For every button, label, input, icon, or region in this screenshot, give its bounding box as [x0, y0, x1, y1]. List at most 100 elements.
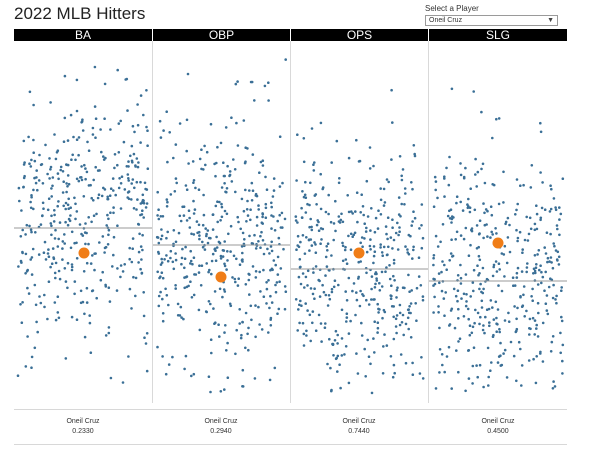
- player-dot[interactable]: [518, 230, 522, 234]
- player-dot[interactable]: [253, 99, 256, 102]
- player-dot[interactable]: [486, 346, 490, 350]
- player-dot[interactable]: [192, 199, 195, 203]
- player-dot[interactable]: [369, 362, 372, 366]
- player-dot[interactable]: [545, 294, 549, 297]
- player-dot[interactable]: [392, 258, 396, 262]
- player-dot[interactable]: [512, 354, 516, 358]
- player-dot[interactable]: [403, 203, 406, 206]
- player-dot[interactable]: [372, 254, 376, 258]
- player-dot[interactable]: [62, 140, 66, 143]
- player-dot[interactable]: [395, 288, 399, 292]
- player-dot[interactable]: [58, 277, 62, 281]
- player-dot[interactable]: [526, 239, 530, 242]
- player-dot[interactable]: [66, 174, 70, 177]
- player-dot[interactable]: [402, 333, 405, 337]
- player-dot[interactable]: [546, 260, 549, 264]
- player-dot[interactable]: [357, 260, 360, 264]
- player-dot[interactable]: [129, 154, 132, 158]
- player-dot[interactable]: [363, 222, 366, 225]
- player-dot[interactable]: [382, 345, 385, 348]
- player-dot[interactable]: [483, 223, 487, 227]
- player-dot[interactable]: [558, 233, 561, 237]
- player-dot[interactable]: [465, 300, 468, 303]
- player-dot[interactable]: [141, 248, 144, 252]
- player-dot[interactable]: [412, 248, 415, 252]
- player-dot[interactable]: [302, 160, 306, 164]
- player-dot[interactable]: [515, 228, 518, 232]
- player-dot[interactable]: [313, 241, 316, 244]
- player-dot[interactable]: [454, 294, 458, 298]
- player-dot[interactable]: [400, 321, 404, 324]
- player-dot[interactable]: [259, 290, 262, 293]
- player-dot[interactable]: [210, 272, 213, 276]
- player-dot[interactable]: [94, 117, 98, 120]
- player-dot[interactable]: [438, 326, 441, 330]
- player-dot[interactable]: [53, 133, 56, 136]
- player-dot[interactable]: [406, 251, 409, 254]
- player-dot[interactable]: [112, 206, 115, 209]
- player-dot[interactable]: [184, 354, 188, 358]
- player-dot[interactable]: [105, 224, 108, 227]
- player-dot[interactable]: [63, 74, 67, 78]
- player-dot[interactable]: [43, 240, 47, 244]
- player-dot[interactable]: [468, 324, 472, 328]
- player-dot[interactable]: [494, 227, 497, 230]
- player-dot[interactable]: [549, 184, 552, 187]
- player-dot[interactable]: [443, 314, 446, 318]
- player-dot[interactable]: [201, 223, 205, 227]
- player-dot[interactable]: [535, 327, 538, 330]
- player-dot[interactable]: [467, 197, 470, 201]
- player-dot[interactable]: [378, 281, 381, 285]
- player-dot[interactable]: [503, 244, 507, 248]
- player-dot[interactable]: [50, 195, 53, 198]
- player-dot[interactable]: [230, 180, 234, 183]
- player-dot[interactable]: [34, 303, 38, 307]
- player-dot[interactable]: [112, 235, 116, 239]
- player-dot[interactable]: [525, 270, 528, 274]
- player-dot[interactable]: [559, 331, 562, 335]
- player-dot[interactable]: [455, 230, 459, 234]
- player-dot[interactable]: [373, 250, 377, 253]
- player-dot[interactable]: [443, 195, 446, 198]
- player-dot[interactable]: [392, 274, 395, 278]
- player-dot[interactable]: [421, 298, 425, 302]
- player-dot[interactable]: [385, 266, 388, 269]
- player-dot[interactable]: [108, 300, 112, 303]
- player-dot[interactable]: [450, 387, 453, 390]
- player-dot[interactable]: [365, 226, 368, 230]
- player-dot[interactable]: [255, 224, 259, 227]
- player-dot[interactable]: [312, 271, 315, 274]
- player-dot[interactable]: [314, 251, 318, 254]
- player-dot[interactable]: [34, 181, 38, 185]
- player-dot[interactable]: [561, 372, 564, 375]
- player-dot[interactable]: [487, 375, 490, 379]
- player-dot[interactable]: [543, 208, 547, 211]
- player-dot[interactable]: [102, 155, 105, 158]
- player-dot[interactable]: [262, 268, 265, 272]
- player-dot[interactable]: [432, 263, 435, 267]
- player-dot[interactable]: [368, 146, 372, 149]
- player-dot[interactable]: [157, 304, 161, 308]
- player-dot[interactable]: [376, 321, 380, 325]
- player-dot[interactable]: [174, 252, 177, 255]
- player-dot[interactable]: [497, 284, 500, 287]
- player-dot[interactable]: [488, 321, 491, 324]
- player-dot[interactable]: [197, 223, 201, 227]
- player-dot[interactable]: [408, 305, 411, 308]
- player-dot[interactable]: [28, 224, 31, 228]
- player-dot[interactable]: [202, 213, 206, 217]
- player-dot[interactable]: [317, 229, 321, 232]
- player-dot[interactable]: [492, 318, 496, 321]
- player-dot[interactable]: [483, 181, 487, 185]
- player-dot[interactable]: [172, 156, 175, 160]
- player-dot[interactable]: [86, 140, 89, 144]
- player-dot[interactable]: [536, 283, 540, 286]
- player-dot[interactable]: [324, 255, 328, 259]
- player-dot[interactable]: [75, 78, 79, 82]
- player-dot[interactable]: [98, 241, 101, 244]
- player-dot[interactable]: [145, 332, 149, 335]
- player-dot[interactable]: [415, 319, 418, 323]
- player-dot[interactable]: [264, 202, 268, 206]
- player-dot[interactable]: [273, 366, 277, 370]
- player-dot[interactable]: [440, 353, 444, 356]
